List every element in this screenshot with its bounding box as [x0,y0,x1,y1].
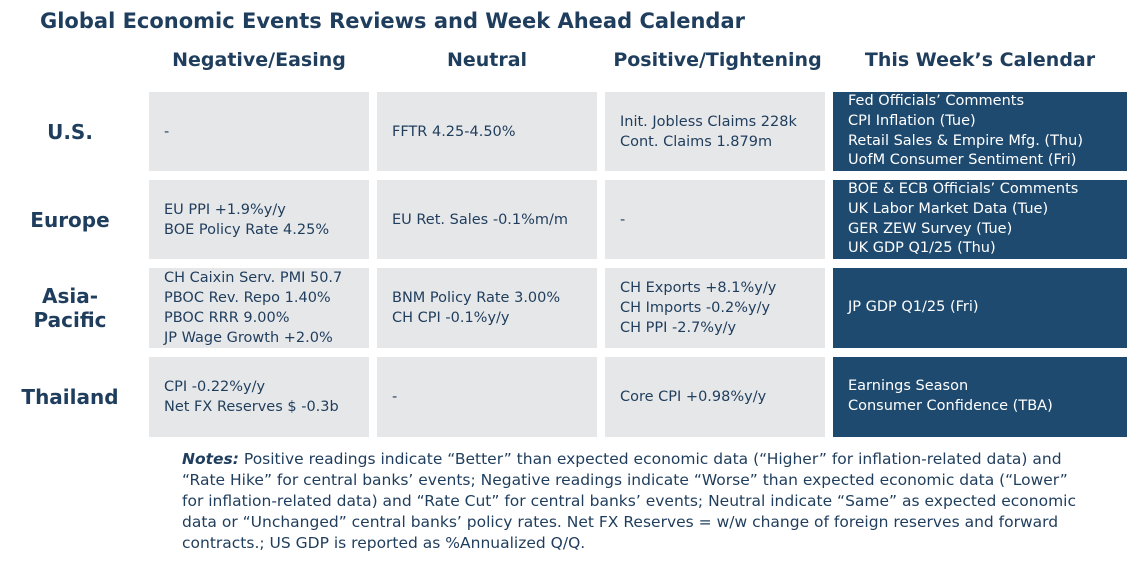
cell-europe-positive: - [605,180,825,259]
calendar-event: UofM Consumer Sentiment (Fri) [848,152,1077,169]
cell-line: BNM Policy Rate 3.00% [392,290,561,306]
cell-europe-calendar: BOE & ECB Officials’ Comments UK Labor M… [833,180,1127,259]
cell-thailand-calendar: Earnings Season Consumer Confidence (TBA… [833,357,1127,437]
row-label-thailand: Thailand [21,385,119,409]
cell-line: PBOC Rev. Repo 1.40% [164,290,331,306]
cell-thailand-neutral: - [377,357,597,437]
cell-line: CH PPI -2.7%y/y [620,320,737,336]
notes-paragraph: Notes: Positive readings indicate “Bette… [182,449,1092,554]
cell-europe-negative: EU PPI +1.9%y/y BOE Policy Rate 4.25% [149,180,369,259]
cell-europe-neutral: EU Ret. Sales -0.1%m/m [377,180,597,259]
cell-line: JP Wage Growth +2.0% [164,330,333,346]
calendar-event: GER ZEW Survey (Tue) [848,220,1013,237]
cell-line: CH Imports -0.2%y/y [620,300,771,316]
cell-line: CH Caixin Serv. PMI 50.7 [164,270,343,286]
column-header-negative: Negative/Easing [172,49,346,71]
cell-us-positive: Init. Jobless Claims 228k Cont. Claims 1… [605,92,825,171]
cell-line: CPI -0.22%y/y [164,379,266,395]
cell-asia-neutral: BNM Policy Rate 3.00% CH CPI -0.1%y/y [377,268,597,348]
calendar-event: Retail Sales & Empire Mfg. (Thu) [848,132,1083,149]
cell-line: PBOC RRR 9.00% [164,310,290,326]
column-header-positive: Positive/Tightening [613,49,822,71]
cell-line: Net FX Reserves $ -0.3b [164,399,339,415]
cell-asia-calendar: JP GDP Q1/25 (Fri) [833,268,1127,348]
column-header-calendar: This Week’s Calendar [864,49,1096,71]
row-label-line: Pacific [33,308,107,332]
notes-label: Notes: [182,450,239,468]
calendar-event: Earnings Season [848,378,969,395]
cell-line: FFTR 4.25-4.50% [392,123,516,140]
calendar-event: UK GDP Q1/25 (Thu) [848,240,996,257]
cell-line: BOE Policy Rate 4.25% [164,221,330,238]
cell-asia-positive: CH Exports +8.1%y/y CH Imports -0.2%y/y … [605,268,825,348]
calendar-event: JP GDP Q1/25 (Fri) [848,299,979,316]
cell-line: EU PPI +1.9%y/y [164,201,286,218]
row-label-asia-pacific: Asia- Pacific [0,268,140,348]
column-header-neutral: Neutral [446,49,528,71]
calendar-event: CPI Inflation (Tue) [848,112,976,129]
cell-line: - [392,389,398,405]
notes-text: Positive readings indicate “Better” than… [182,450,1077,552]
cell-line: CH CPI -0.1%y/y [392,310,510,326]
cell-asia-negative: CH Caixin Serv. PMI 50.7 PBOC Rev. Repo … [149,268,369,348]
calendar-event: Fed Officials’ Comments [848,93,1024,110]
cell-us-calendar: Fed Officials’ Comments CPI Inflation (T… [833,92,1127,171]
cell-line: EU Ret. Sales -0.1%m/m [392,211,569,228]
cell-line: Core CPI +0.98%y/y [620,389,767,405]
cell-line: CH Exports +8.1%y/y [620,280,777,296]
cell-us-neutral: FFTR 4.25-4.50% [377,92,597,171]
row-label-europe: Europe [30,207,110,232]
cell-line: - [620,211,626,228]
cell-thailand-positive: Core CPI +0.98%y/y [605,357,825,437]
calendar-event: Consumer Confidence (TBA) [848,398,1053,414]
cell-us-negative: - [149,92,369,171]
cell-thailand-negative: CPI -0.22%y/y Net FX Reserves $ -0.3b [149,357,369,437]
row-label-line: Asia- [41,284,99,308]
page-title: Global Economic Events Reviews and Week … [40,9,745,33]
cell-line: Init. Jobless Claims 228k [620,113,797,130]
calendar-event: BOE & ECB Officials’ Comments [848,181,1079,198]
cell-line: - [164,123,170,140]
cell-line: Cont. Claims 1.879m [620,133,773,150]
row-label-us: U.S. [47,119,93,144]
calendar-event: UK Labor Market Data (Tue) [848,200,1049,217]
